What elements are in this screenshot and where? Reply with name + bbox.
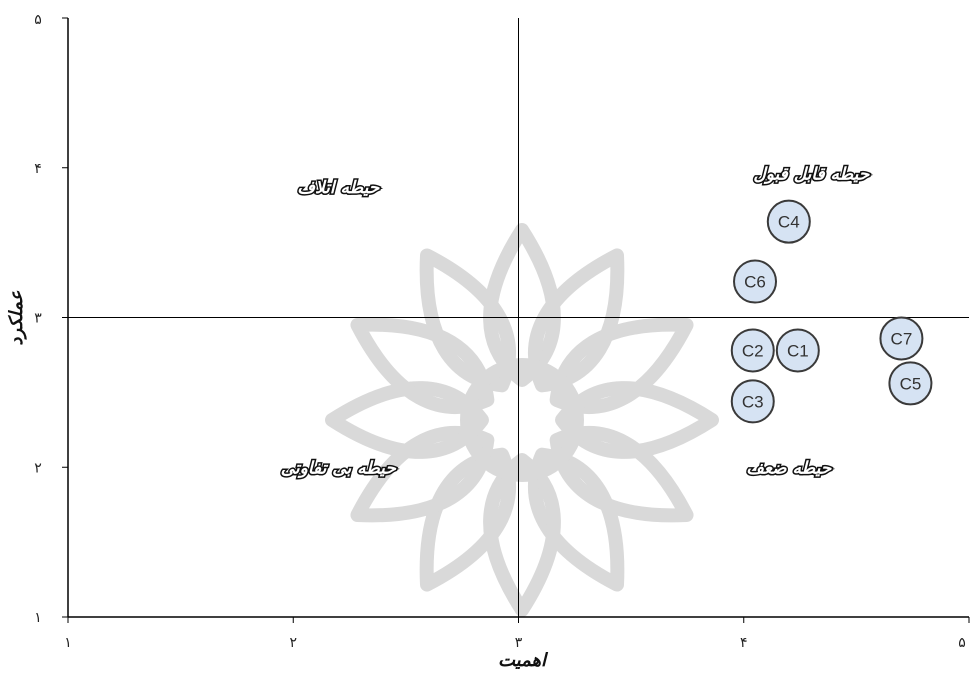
data-point-marker	[775, 328, 820, 373]
data-point-label: C6	[744, 273, 766, 292]
x-tick-label: ۳	[515, 635, 523, 651]
watermark-petal	[350, 317, 495, 414]
watermark-ring	[460, 358, 584, 482]
data-point-marker	[879, 316, 924, 361]
data-point: C4	[766, 199, 811, 244]
data-point: C3	[730, 379, 775, 424]
watermark-petal	[483, 453, 561, 617]
data-point-marker	[888, 361, 933, 406]
x-tick-label: ۵	[958, 635, 966, 651]
data-point-label: C7	[891, 329, 913, 348]
watermark-petal	[419, 248, 516, 393]
quadrant-label: حیطه بی تفاوتی	[281, 458, 397, 478]
data-point-label: C1	[787, 341, 809, 360]
data-point: C6	[733, 259, 778, 304]
y-tick-label: ۳	[34, 311, 42, 327]
watermark-petal	[528, 248, 625, 393]
quadrant-dividers	[68, 18, 969, 617]
watermark-petal	[549, 317, 694, 414]
watermark-petal	[483, 223, 561, 387]
watermark-petal	[528, 447, 625, 592]
watermark-petal	[350, 426, 495, 523]
data-point: C1	[775, 328, 820, 373]
quadrant-labels: حیطه اتلاف حیطه قابل قبول حیطه بی تفاوتی حی…	[279, 163, 871, 480]
data-point: C2	[730, 328, 775, 373]
watermark-petal	[325, 381, 489, 459]
y-axis-ticks: ۱ ۲ ۳ ۴ ۵	[34, 12, 68, 626]
data-point-label: C5	[900, 374, 922, 393]
y-tick-label: ۵	[34, 12, 42, 28]
data-point-marker	[730, 379, 775, 424]
quadrant-label: حیطه اتلاف	[297, 178, 379, 198]
watermark-petal	[419, 447, 516, 592]
watermark-petal	[555, 381, 719, 459]
data-point-marker	[733, 259, 778, 304]
data-points: C4 C6 C2 C1 C7 C5 C3	[730, 199, 933, 424]
data-point: C5	[888, 361, 933, 406]
x-axis-ticks: ۱ ۲ ۳ ۴ ۵	[64, 617, 970, 651]
data-point: C7	[879, 316, 924, 361]
data-point-marker	[730, 328, 775, 373]
data-point-marker	[766, 199, 811, 244]
watermark-rosette-icon	[325, 223, 719, 617]
quadrant-label: حیطه ضعف	[746, 458, 831, 478]
x-tick-label: ۲	[289, 635, 297, 651]
x-axis-label: اهمیت	[498, 650, 549, 671]
y-tick-label: ۴	[34, 161, 42, 177]
watermark-petal	[549, 426, 694, 523]
y-tick-label: ۲	[34, 460, 42, 476]
y-axis-label: عملکرد	[6, 290, 27, 345]
quadrant-label: حیطه قابل قبول	[753, 165, 869, 185]
data-point-label: C4	[778, 213, 800, 232]
data-point-label: C3	[742, 392, 764, 411]
x-tick-label: ۱	[64, 635, 72, 651]
x-tick-label: ۴	[740, 635, 748, 651]
y-tick-label: ۱	[34, 610, 42, 626]
data-point-label: C2	[742, 341, 764, 360]
